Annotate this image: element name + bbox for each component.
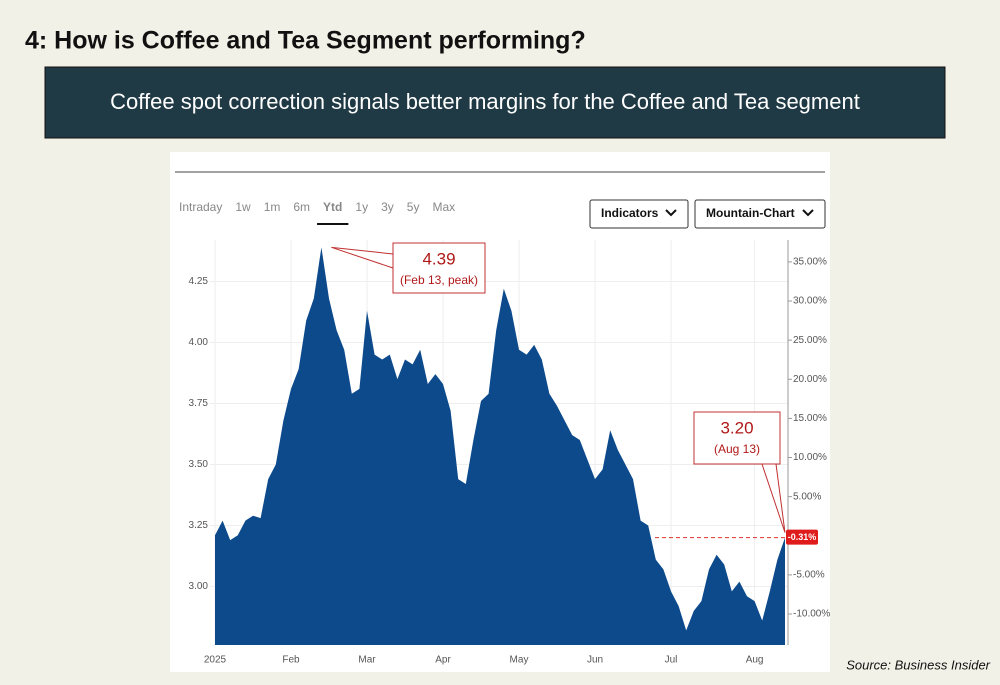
x-tick-label: 2025 <box>204 655 227 666</box>
x-tick-label: Jul <box>665 655 678 666</box>
x-tick-label: Feb <box>282 655 300 666</box>
y2-tick-label: 5.00% <box>793 491 821 502</box>
y-tick-label: 3.25 <box>189 520 209 531</box>
y-tick-label: 3.50 <box>189 459 209 470</box>
y-tick-label: 3.75 <box>189 398 209 409</box>
range-tab[interactable]: 1y <box>355 200 368 214</box>
y-tick-label: 4.00 <box>189 337 209 348</box>
slide-title: 4: How is Coffee and Tea Segment perform… <box>25 27 586 55</box>
y-tick-label: 4.25 <box>189 276 209 287</box>
range-tab[interactable]: 3y <box>381 200 394 214</box>
callout-value: 4.39 <box>422 249 455 268</box>
area <box>215 247 785 645</box>
range-tab[interactable]: 1w <box>235 200 251 214</box>
y2-tick-label: -5.00% <box>793 570 825 581</box>
range-tab[interactable]: Max <box>432 200 455 214</box>
banner-text: Coffee spot correction signals better ma… <box>110 89 860 114</box>
range-tab[interactable]: Ytd <box>323 200 342 214</box>
chevron <box>802 209 814 217</box>
callout-pointer <box>761 463 786 533</box>
range-tab[interactable]: 5y <box>407 200 420 214</box>
range-tab[interactable]: 1m <box>264 200 281 214</box>
callout-box <box>392 242 486 294</box>
y2-tick-label: 25.00% <box>793 335 827 346</box>
callout-value: 3.20 <box>720 418 753 437</box>
y2-tick-label: 20.00% <box>793 374 827 385</box>
dropdown-label: Indicators <box>601 206 659 220</box>
chevron <box>665 209 677 217</box>
y2-tick-label: 10.00% <box>793 452 827 463</box>
x-tick-label: Mar <box>358 655 376 666</box>
x-tick-label: Jun <box>587 655 603 666</box>
range-tab[interactable]: Intraday <box>179 200 222 214</box>
callout-pointer <box>331 246 394 269</box>
y2-tick-label: 15.00% <box>793 413 827 424</box>
change-badge <box>786 529 818 545</box>
y2-tick-label: 30.00% <box>793 296 827 307</box>
callout-note: (Aug 13) <box>714 442 760 456</box>
callout-box <box>693 411 781 465</box>
dropdown-label: Mountain-Chart <box>706 206 795 220</box>
dropdown-button[interactable] <box>589 199 689 229</box>
x-tick-label: Aug <box>746 655 764 666</box>
change-badge-label: -0.31% <box>788 532 817 542</box>
range-tab[interactable]: 6m <box>293 200 310 214</box>
y2-tick-label: 35.00% <box>793 257 827 268</box>
callout-note: (Feb 13, peak) <box>400 273 478 287</box>
banner <box>44 66 946 139</box>
dropdown-button[interactable] <box>694 199 826 229</box>
y-tick-label: 3.00 <box>189 581 209 592</box>
source: Source: Business Insider <box>846 657 990 672</box>
x-tick-label: May <box>510 655 529 666</box>
x-tick-label: Apr <box>435 655 451 666</box>
y2-tick-label: -10.00% <box>793 609 830 620</box>
